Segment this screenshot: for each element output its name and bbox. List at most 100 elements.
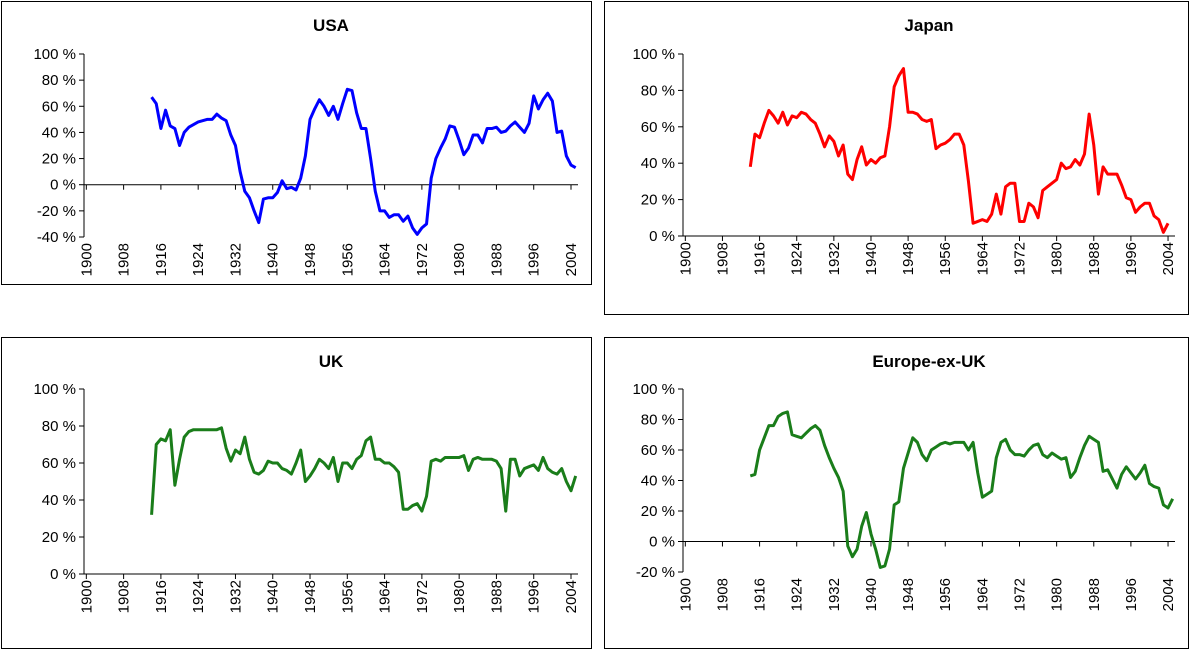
y-tick-label: 0 % <box>649 534 675 551</box>
chart-title: USA <box>313 16 349 35</box>
chart-panel: UK 0 % 20 % 40 % 60 % 80 % 100 % 1900 1908 1916 19… <box>1 337 592 649</box>
chart-title: Europe-ex-UK <box>872 352 986 371</box>
x-tick-label: 1908 <box>116 580 133 613</box>
x-tick-label: 1900 <box>78 243 95 276</box>
x-tick-label: 1964 <box>377 580 394 613</box>
x-tick-label: 1924 <box>190 243 207 276</box>
y-tick-label: 40 % <box>42 492 76 509</box>
x-tick-label: 1932 <box>227 243 244 276</box>
y-tick-label: 60 % <box>641 442 675 459</box>
x-tick-label: 1916 <box>752 578 769 611</box>
x-tick-label: 1996 <box>526 243 543 276</box>
panel-border <box>1 1 592 285</box>
x-tick-label: 1972 <box>414 243 431 276</box>
x-tick-label: 1980 <box>1049 242 1066 275</box>
x-tick-label: 1908 <box>116 243 133 276</box>
x-tick-label: 1948 <box>302 580 319 613</box>
y-tick-label: 20 % <box>42 529 76 546</box>
y-tick-label: 0 % <box>50 566 76 583</box>
data-line <box>749 410 1175 569</box>
x-tick-label: 1932 <box>826 578 843 611</box>
x-tick-label: 1940 <box>265 243 282 276</box>
y-tick-label: 100 % <box>632 46 675 63</box>
x-tick-label: 1972 <box>414 580 431 613</box>
x-tick-label: 1924 <box>190 580 207 613</box>
y-tick-label: 40 % <box>641 155 675 172</box>
x-tick-label: 2004 <box>563 243 580 276</box>
y-tick-label: 0 % <box>50 177 76 194</box>
y-tick-label: 80 % <box>42 72 76 89</box>
x-tick-label: 1900 <box>677 242 694 275</box>
x-tick-label: 1948 <box>302 243 319 276</box>
x-tick-label: 1900 <box>78 580 95 613</box>
y-tick-label: -20 % <box>636 564 675 581</box>
x-tick-label: 1916 <box>153 243 170 276</box>
x-tick-label: 1940 <box>863 242 880 275</box>
x-tick-label: 1988 <box>488 243 505 276</box>
x-tick-label: 1908 <box>714 242 731 275</box>
x-tick-label: 1924 <box>789 242 806 275</box>
chart-panel: Europe-ex-UK -20 % 0 % 20 % 40 % 60 % 80 % 100 … <box>604 337 1189 649</box>
y-tick-label: 40 % <box>42 124 76 141</box>
y-tick-label: -40 % <box>37 229 76 246</box>
x-tick-label: 1972 <box>1012 578 1029 611</box>
x-tick-label: 1956 <box>339 580 356 613</box>
x-tick-label: 1988 <box>1086 242 1103 275</box>
x-tick-label: 1996 <box>526 580 543 613</box>
x-tick-label: 1980 <box>451 243 468 276</box>
y-tick-label: 100 % <box>33 381 76 398</box>
y-tick-label: -20 % <box>37 203 76 220</box>
panel-border <box>604 1 1189 315</box>
panel-border <box>604 337 1189 649</box>
data-line <box>150 426 578 515</box>
y-tick-label: 20 % <box>42 151 76 168</box>
y-tick-label: 60 % <box>42 455 76 472</box>
chart-panel: USA -40 % -20 % 0 % 20 % 40 % 60 % 80 % 100 % 190… <box>1 1 592 285</box>
x-tick-label: 1964 <box>974 578 991 611</box>
x-tick-label: 1988 <box>488 580 505 613</box>
x-tick-label: 1996 <box>1123 242 1140 275</box>
x-tick-label: 1908 <box>714 578 731 611</box>
x-tick-label: 2004 <box>1160 242 1177 275</box>
y-tick-label: 60 % <box>42 98 76 115</box>
x-tick-label: 1940 <box>265 580 282 613</box>
chart-title: UK <box>319 352 344 371</box>
x-tick-label: 1956 <box>339 243 356 276</box>
x-tick-label: 1996 <box>1123 578 1140 611</box>
x-tick-label: 1924 <box>789 578 806 611</box>
x-tick-label: 1980 <box>451 580 468 613</box>
x-tick-label: 2004 <box>563 580 580 613</box>
x-tick-label: 1932 <box>826 242 843 275</box>
x-tick-label: 2004 <box>1160 578 1177 611</box>
x-tick-label: 1988 <box>1086 578 1103 611</box>
y-tick-label: 0 % <box>649 228 675 245</box>
x-tick-label: 1964 <box>377 243 394 276</box>
x-tick-label: 1980 <box>1049 578 1066 611</box>
y-tick-label: 40 % <box>641 473 675 490</box>
x-tick-label: 1916 <box>752 242 769 275</box>
x-tick-label: 1900 <box>677 578 694 611</box>
data-line <box>748 67 1170 234</box>
x-tick-label: 1916 <box>153 580 170 613</box>
y-tick-label: 100 % <box>632 381 675 398</box>
chart-title: Japan <box>904 16 953 35</box>
y-tick-label: 60 % <box>641 119 675 136</box>
y-tick-label: 80 % <box>42 418 76 435</box>
y-tick-label: 20 % <box>641 192 675 209</box>
y-tick-label: 20 % <box>641 503 675 520</box>
x-tick-label: 1956 <box>937 578 954 611</box>
x-tick-label: 1932 <box>227 580 244 613</box>
y-tick-label: 80 % <box>641 412 675 429</box>
y-tick-label: 100 % <box>33 46 76 63</box>
x-tick-label: 1972 <box>1012 242 1029 275</box>
data-line <box>150 87 577 236</box>
x-tick-label: 1948 <box>900 578 917 611</box>
x-tick-label: 1964 <box>974 242 991 275</box>
x-tick-label: 1948 <box>900 242 917 275</box>
y-tick-label: 80 % <box>641 82 675 99</box>
x-tick-label: 1940 <box>863 578 880 611</box>
panel-border <box>1 337 592 649</box>
chart-panel: Japan 0 % 20 % 40 % 60 % 80 % 100 % 1900 1908 191… <box>604 1 1189 315</box>
x-tick-label: 1956 <box>937 242 954 275</box>
